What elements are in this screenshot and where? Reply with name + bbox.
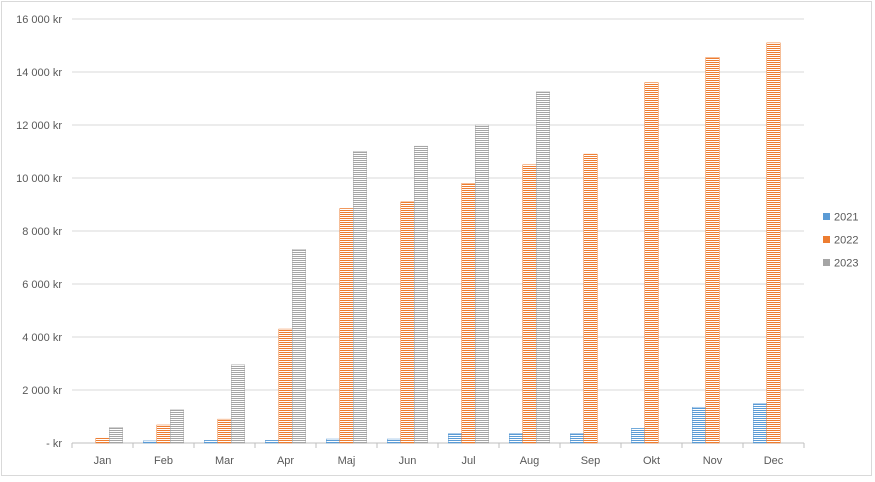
- y-tick-label: 14 000 kr: [16, 67, 62, 79]
- y-tick-label: 10 000 kr: [16, 173, 62, 185]
- bar-2021-Jul: [448, 433, 462, 444]
- bar-2022-Okt: [644, 82, 659, 444]
- bar-2021-Apr: [265, 440, 279, 444]
- x-tick-label: Feb: [154, 455, 173, 467]
- bar-2022-Jul: [461, 183, 476, 444]
- bar-2022-Jun: [400, 201, 415, 444]
- legend-swatch: [823, 213, 830, 220]
- bar-2023-Feb: [170, 409, 184, 444]
- legend-label: 2022: [834, 235, 858, 247]
- legend-swatch: [823, 259, 830, 266]
- bar-2022-Sep: [583, 153, 598, 444]
- bar-2022-Dec: [766, 42, 781, 444]
- bar-2022-Mar: [217, 418, 232, 444]
- bar-2022-Maj: [339, 208, 354, 444]
- y-tick-label: 2 000 kr: [22, 385, 62, 397]
- bar-2021-Sep: [570, 433, 584, 444]
- x-tick-label: Jan: [94, 455, 112, 467]
- bar-2022-Aug: [522, 164, 537, 444]
- legend-label: 2021: [834, 212, 858, 224]
- bar-2021-Feb: [143, 440, 157, 444]
- bar-2022-Nov: [705, 57, 720, 444]
- bars: [95, 42, 781, 444]
- x-tick-label: Maj: [338, 455, 356, 467]
- bar-2023-Apr: [292, 249, 306, 444]
- x-tick-label: Mar: [215, 455, 234, 467]
- bar-2021-Aug: [509, 433, 523, 444]
- gridlines: [72, 18, 804, 444]
- x-tick-label: Jul: [461, 455, 475, 467]
- bar-2022-Feb: [156, 424, 171, 444]
- bar-2023-Jul: [475, 124, 489, 444]
- bar-2021-Dec: [753, 403, 767, 444]
- y-tick-label: - kr: [46, 438, 62, 450]
- y-tick-label: 4 000 kr: [22, 332, 62, 344]
- x-tick-label: Jun: [399, 455, 417, 467]
- y-tick-label: 16 000 kr: [16, 14, 62, 26]
- y-tick-label: 12 000 kr: [16, 120, 62, 132]
- legend: 2021 2022 2023: [823, 212, 858, 270]
- bar-2023-Jan: [109, 427, 123, 444]
- x-tick-label: Nov: [703, 455, 723, 467]
- x-tick-label: Dec: [764, 455, 784, 467]
- bar-2022-Jan: [95, 437, 110, 444]
- bar-2022-Apr: [278, 328, 293, 444]
- bar-2023-Maj: [353, 151, 367, 444]
- y-tick-label: 6 000 kr: [22, 279, 62, 291]
- bar-2023-Jun: [414, 145, 428, 444]
- bar-2021-Okt: [631, 428, 645, 444]
- x-tick-label: Okt: [643, 455, 660, 467]
- bar-2021-Nov: [692, 406, 706, 444]
- bar-2021-Mar: [204, 440, 218, 444]
- bar-2021-Maj: [326, 438, 340, 444]
- legend-label: 2023: [834, 258, 858, 270]
- x-tick-label: Apr: [277, 455, 294, 467]
- x-tick-label: Aug: [520, 455, 540, 467]
- bar-2023-Aug: [536, 91, 550, 444]
- bar-2021-Jun: [387, 438, 401, 444]
- bar-2023-Mar: [231, 364, 245, 444]
- y-tick-label: 8 000 kr: [22, 226, 62, 238]
- legend-swatch: [823, 236, 830, 243]
- axes: - kr 2 000 kr 4 000 kr 6 000 kr 8 000 kr 10 0…: [16, 14, 805, 467]
- x-tick-label: Sep: [581, 455, 601, 467]
